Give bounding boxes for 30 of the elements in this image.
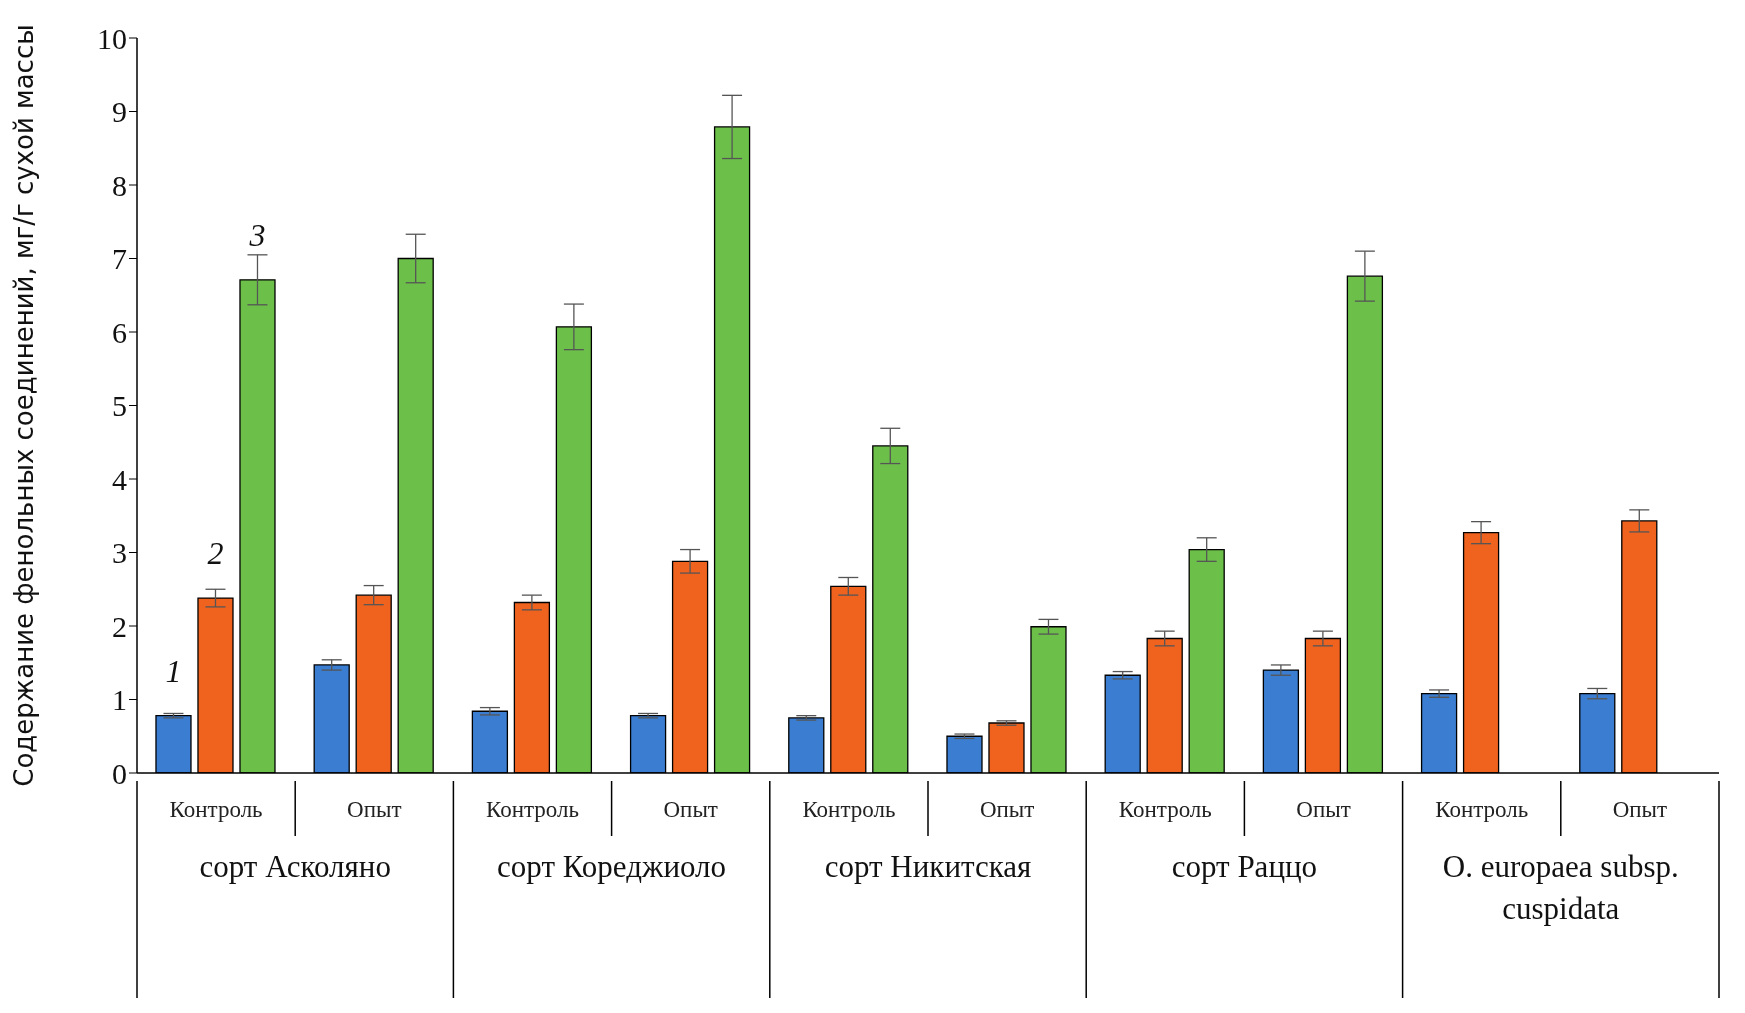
x-tick-label: Контроль (802, 797, 896, 822)
y-tick-label: 6 (112, 315, 127, 349)
x-tick-label: Опыт (663, 797, 718, 822)
y-tick-label: 3 (112, 536, 127, 570)
y-axis-title: Содержание фенольных соединений, мг/г сухой массы (9, 24, 40, 787)
text: сорт Раццо (1171, 849, 1318, 884)
x-tick-label: Контроль (1435, 797, 1529, 822)
text: O. europaea subsp. cuspidata (1442, 849, 1679, 926)
y-tick-label: 5 (112, 389, 127, 423)
y-tick-label: 8 (112, 168, 127, 202)
annotation: 3 (248, 216, 266, 253)
y-tick-label: 1 (112, 683, 127, 717)
annotation: 1 (165, 652, 182, 689)
x-tick-label: Опыт (979, 797, 1035, 822)
text: сорт Кореджиоло (497, 849, 727, 884)
x-tick-label: Контроль (1118, 797, 1212, 822)
y-tick-label: 4 (112, 462, 127, 496)
y-tick-label: 10 (97, 21, 127, 55)
x-tick-label: Опыт (1612, 797, 1668, 822)
x-tick-label: Опыт (1296, 797, 1351, 822)
text: сорт Асколяно (199, 849, 391, 884)
x-tick-label: Опыт (347, 797, 402, 822)
x-tick-label: Контроль (169, 797, 263, 822)
annotation: 2 (207, 535, 224, 572)
y-tick-label: 2 (112, 609, 127, 643)
y-tick-label: 0 (112, 756, 127, 790)
y-tick-label: 7 (112, 242, 127, 276)
y-tick-label: 9 (112, 95, 127, 129)
text: сорт Никитская (824, 849, 1032, 884)
x-tick-label: Контроль (486, 797, 579, 822)
